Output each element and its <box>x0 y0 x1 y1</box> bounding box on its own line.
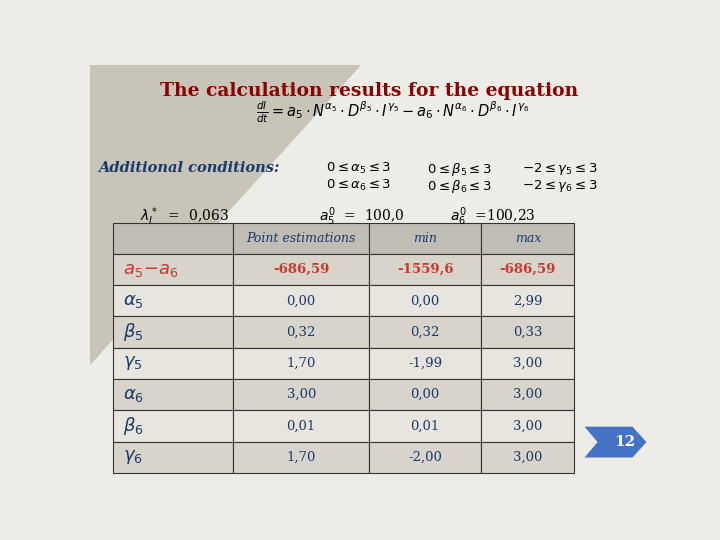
Text: -1559,6: -1559,6 <box>397 263 454 276</box>
Bar <box>482 285 575 316</box>
Text: -1,99: -1,99 <box>408 357 442 370</box>
Text: $\lambda^*_I$  =  0,063: $\lambda^*_I$ = 0,063 <box>140 205 229 227</box>
Text: -686,59: -686,59 <box>500 263 556 276</box>
Text: 3,00: 3,00 <box>287 388 316 401</box>
Bar <box>113 379 233 410</box>
Text: 12: 12 <box>614 435 635 449</box>
Text: $a_5\!-\!a_6$: $a_5\!-\!a_6$ <box>122 261 179 279</box>
Text: $\alpha_5$: $\alpha_5$ <box>122 292 143 310</box>
Text: 1,70: 1,70 <box>287 451 316 464</box>
Text: Additional conditions:: Additional conditions: <box>98 161 279 175</box>
Bar <box>482 254 575 285</box>
Text: 3,00: 3,00 <box>513 420 543 433</box>
Bar <box>113 316 233 348</box>
Bar <box>233 410 369 442</box>
Bar <box>369 254 482 285</box>
Text: min: min <box>413 232 437 245</box>
Bar <box>233 254 369 285</box>
Text: -2,00: -2,00 <box>408 451 442 464</box>
Text: 2,99: 2,99 <box>513 294 543 307</box>
Text: 3,00: 3,00 <box>513 357 543 370</box>
Text: $0 \leq \beta_5 \leq 3$: $0 \leq \beta_5 \leq 3$ <box>427 161 492 178</box>
Text: 0,00: 0,00 <box>410 388 440 401</box>
Bar <box>233 379 369 410</box>
Text: $-2 \leq \gamma_6 \leq 3$: $-2 \leq \gamma_6 \leq 3$ <box>523 178 598 194</box>
Text: $\frac{dI}{dt} = a_5 \cdot N^{\alpha_5} \cdot D^{\beta_5} \cdot I^{\gamma_5} - a: $\frac{dI}{dt} = a_5 \cdot N^{\alpha_5} … <box>256 99 529 125</box>
Text: The calculation results for the equation: The calculation results for the equation <box>160 82 578 100</box>
Bar <box>369 379 482 410</box>
Polygon shape <box>585 427 647 457</box>
Text: 0,33: 0,33 <box>513 326 543 339</box>
Text: $0 \leq \alpha_6 \leq 3$: $0 \leq \alpha_6 \leq 3$ <box>326 178 392 193</box>
Text: $\beta_6$: $\beta_6$ <box>122 415 143 437</box>
Bar <box>369 442 482 473</box>
Text: 0,00: 0,00 <box>410 294 440 307</box>
Bar <box>113 222 233 254</box>
Bar <box>113 442 233 473</box>
Text: $a^0_5$  =  100,0: $a^0_5$ = 100,0 <box>319 205 405 227</box>
Text: $0 \leq \beta_6 \leq 3$: $0 \leq \beta_6 \leq 3$ <box>427 178 492 195</box>
Bar <box>113 348 233 379</box>
Text: $0 \leq \alpha_5 \leq 3$: $0 \leq \alpha_5 \leq 3$ <box>326 161 392 176</box>
Bar <box>233 285 369 316</box>
Text: Point estimations: Point estimations <box>246 232 356 245</box>
Text: 1,70: 1,70 <box>287 357 316 370</box>
Text: 0,32: 0,32 <box>410 326 440 339</box>
Bar <box>113 285 233 316</box>
Text: 0,01: 0,01 <box>410 420 440 433</box>
Bar <box>369 222 482 254</box>
Text: $\gamma_6$: $\gamma_6$ <box>122 448 143 466</box>
Text: $\gamma_5$: $\gamma_5$ <box>122 354 142 373</box>
Bar <box>482 442 575 473</box>
Bar <box>482 410 575 442</box>
Bar <box>482 348 575 379</box>
Text: $-2 \leq \gamma_5 \leq 3$: $-2 \leq \gamma_5 \leq 3$ <box>523 161 598 177</box>
Text: -686,59: -686,59 <box>273 263 329 276</box>
Bar <box>369 285 482 316</box>
Text: 3,00: 3,00 <box>513 388 543 401</box>
Text: 0,01: 0,01 <box>287 420 316 433</box>
Bar <box>482 379 575 410</box>
Text: 0,32: 0,32 <box>287 326 316 339</box>
Text: $a^0_6$  =100,23: $a^0_6$ =100,23 <box>451 205 536 227</box>
Bar <box>369 348 482 379</box>
Polygon shape <box>90 65 361 365</box>
Bar <box>113 410 233 442</box>
Bar <box>233 316 369 348</box>
Text: 3,00: 3,00 <box>513 451 543 464</box>
Text: 0,00: 0,00 <box>287 294 316 307</box>
Bar <box>233 222 369 254</box>
Bar <box>482 222 575 254</box>
Text: $\alpha_6$: $\alpha_6$ <box>122 386 143 404</box>
Bar <box>369 316 482 348</box>
Bar <box>233 348 369 379</box>
Text: $\beta_5$: $\beta_5$ <box>122 321 143 343</box>
Bar <box>482 316 575 348</box>
Text: max: max <box>515 232 541 245</box>
Bar <box>113 254 233 285</box>
Bar <box>233 442 369 473</box>
Bar <box>369 410 482 442</box>
